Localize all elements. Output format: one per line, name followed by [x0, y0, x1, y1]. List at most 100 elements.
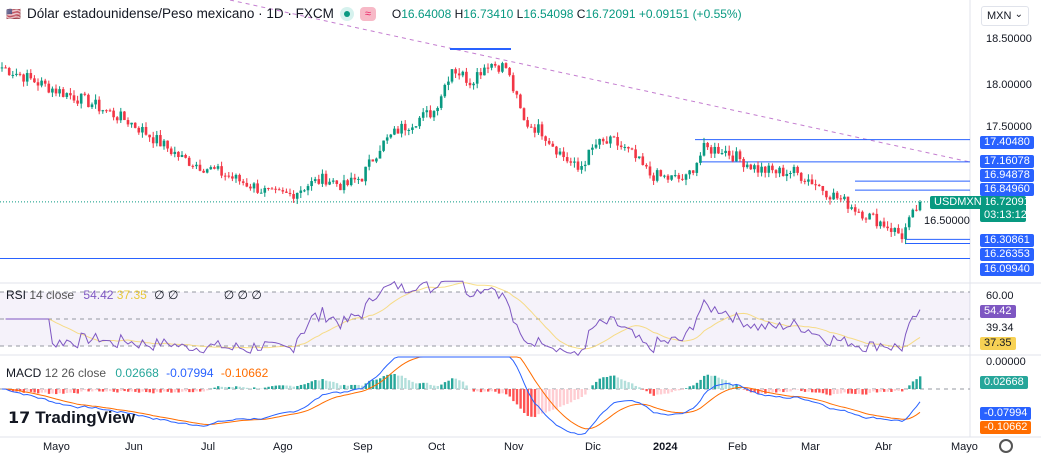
candle-body	[252, 183, 256, 189]
macd-histogram-bar	[350, 384, 353, 389]
tradingview-logo[interactable]: 𝟭𝟳 TradingView	[8, 408, 136, 427]
macd-histogram-bar	[793, 389, 796, 390]
macd-histogram-bar	[62, 389, 65, 394]
candle-body	[461, 71, 465, 76]
candle-body	[907, 217, 911, 228]
candle-body	[835, 192, 839, 199]
macd-histogram-bar	[890, 389, 893, 392]
candle-body	[634, 149, 637, 159]
candle-body	[781, 167, 785, 177]
macd-signal-label: -0.10662	[980, 421, 1032, 434]
macd-histogram-bar	[703, 375, 706, 389]
level-label: 16.09940	[980, 263, 1034, 276]
candle-body	[681, 178, 684, 180]
macd-histogram-bar	[753, 389, 756, 393]
candle-body	[389, 134, 393, 138]
symbol-label: USDMXN	[930, 196, 986, 209]
candle-body	[180, 155, 184, 158]
candle-body	[583, 164, 587, 167]
candle-body	[11, 74, 15, 76]
macd-histogram-bar	[674, 389, 677, 391]
candle-body	[187, 157, 191, 166]
macd-histogram-bar	[598, 378, 601, 389]
candle-body	[94, 99, 97, 105]
candle-body	[303, 190, 306, 192]
macd-histogram-bar	[447, 380, 450, 389]
macd-histogram-bar	[868, 389, 871, 393]
macd-histogram-bar	[811, 389, 814, 393]
time-tick: Oct	[428, 441, 446, 453]
macd-histogram-bar	[483, 389, 486, 392]
macd-histogram-bar	[782, 389, 785, 393]
macd-histogram-bar	[271, 386, 274, 389]
macd-histogram-bar	[163, 389, 166, 392]
rsi-line	[5, 280, 921, 357]
last-price-label: 16.72091	[980, 196, 1030, 209]
macd-histogram-bar	[724, 380, 727, 389]
candle-body	[72, 95, 76, 101]
candle-body	[414, 126, 418, 128]
candle-body	[565, 157, 569, 162]
candle-body	[857, 211, 861, 213]
candle-body	[382, 140, 385, 151]
candle-body	[259, 192, 263, 194]
candle-body	[821, 186, 825, 191]
candle-body	[36, 82, 40, 86]
price-tick: 18.00000	[986, 79, 1032, 91]
macd-histogram-bar	[562, 389, 565, 406]
macd-histogram-bar	[249, 388, 252, 389]
macd-histogram-bar	[710, 375, 713, 389]
macd-histogram-bar	[292, 386, 295, 389]
level-label: 16.94878	[980, 169, 1034, 182]
macd-histogram-bar	[602, 377, 605, 389]
candle-body	[371, 159, 375, 162]
macd-histogram-bar	[91, 389, 94, 392]
candle-body	[789, 173, 792, 175]
macd-histogram-bar	[461, 381, 465, 389]
candle-body	[767, 165, 771, 173]
macd-histogram-bar	[591, 385, 594, 389]
macd-histogram-bar	[681, 389, 684, 390]
candle-body	[547, 140, 551, 144]
candle-body	[616, 137, 619, 146]
macd-histogram-bar	[605, 377, 609, 389]
currency-select[interactable]: MXN ⌄	[981, 6, 1029, 26]
macd-histogram-bar	[854, 389, 857, 395]
candle-body	[249, 186, 252, 189]
macd-histogram-bar	[289, 385, 292, 389]
macd-histogram-bar	[346, 385, 349, 389]
macd-histogram-bar	[897, 389, 900, 391]
data-delay-icon[interactable]: ≈	[359, 6, 376, 21]
macd-histogram-bar	[886, 389, 889, 392]
rsi-tick: 39.34	[986, 322, 1014, 334]
candle-body	[33, 78, 36, 83]
candle-body	[342, 180, 346, 191]
macd-histogram-bar	[119, 389, 123, 391]
symbol-title[interactable]: Dólar estadounidense/Peso mexicano · 1D …	[26, 6, 334, 21]
macd-histogram-bar	[652, 389, 655, 396]
candle-body	[605, 141, 609, 144]
market-status-icon[interactable]	[339, 6, 354, 21]
candle-body	[850, 207, 853, 209]
candle-body	[137, 127, 141, 133]
settings-icon[interactable]	[999, 439, 1013, 453]
candle-body	[447, 81, 450, 85]
candle-body	[177, 151, 180, 158]
candle-body	[706, 142, 709, 148]
macd-histogram-bar	[472, 389, 475, 392]
time-tick: Jun	[125, 441, 143, 453]
macd-histogram-bar	[731, 385, 735, 389]
candle-body	[209, 167, 213, 170]
macd-histogram-bar	[634, 385, 637, 389]
candle-body	[220, 166, 223, 176]
macd-histogram-bar	[400, 375, 403, 389]
macd-histogram-bar	[47, 389, 51, 394]
macd-histogram-bar	[389, 374, 393, 389]
macd-histogram-bar	[631, 383, 634, 389]
macd-histogram-bar	[915, 379, 918, 389]
candle-body	[763, 166, 767, 173]
candle-body	[612, 136, 616, 138]
candle-body	[738, 151, 742, 160]
candle-body	[396, 128, 400, 134]
